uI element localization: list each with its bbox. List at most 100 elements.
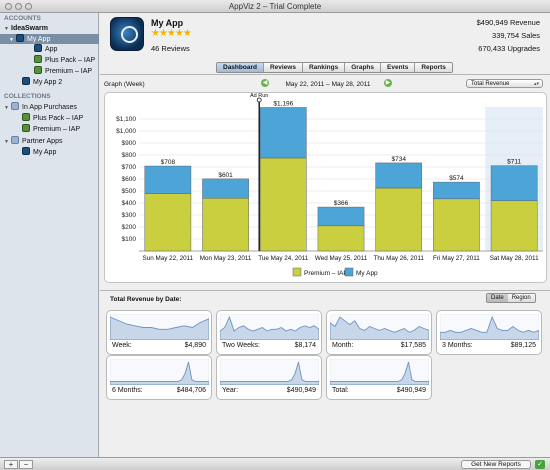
bar-segment-my-app <box>202 178 249 199</box>
bar-segment-premium-iap <box>433 198 480 252</box>
get-new-reports-button[interactable]: Get New Reports <box>461 460 531 469</box>
y-tick-label: $500 <box>122 188 137 195</box>
card-value: $17,585 <box>400 342 426 349</box>
app-icon <box>34 44 42 52</box>
metric-select[interactable]: Total Revenue ▴▾ <box>466 79 543 88</box>
toggle-region[interactable]: Region <box>507 294 535 302</box>
sidebar-item-app[interactable]: App <box>34 44 57 54</box>
bar-segment-premium-iap <box>202 197 249 252</box>
total-card[interactable]: Year: $490,949 <box>216 355 322 400</box>
bar-total-label: $1,196 <box>273 100 293 107</box>
tab-rankings[interactable]: Rankings <box>302 63 346 72</box>
sidebar-item-premium[interactable]: Premium – IAP <box>34 66 92 76</box>
sidebar-account[interactable]: ▼ IdeaSwarm <box>4 25 48 32</box>
total-card[interactable]: 3 Months: $89,125 <box>436 310 542 355</box>
x-tick-label: Fri May 27, 2011 <box>433 255 480 262</box>
card-label: 6 Months: <box>112 387 143 394</box>
card-label: Week: <box>112 342 132 349</box>
y-tick-label: $900 <box>122 140 137 147</box>
y-tick-label: $100 <box>122 236 137 243</box>
sparkline <box>220 314 319 340</box>
card-value: $4,890 <box>184 342 206 349</box>
disclosure-triangle-icon[interactable]: ▼ <box>4 139 9 145</box>
total-card[interactable]: Week: $4,890 <box>106 310 212 355</box>
sidebar-collection-partner-apps[interactable]: ▼ Partner Apps <box>4 136 63 145</box>
close-window-button[interactable] <box>5 3 12 10</box>
disclosure-triangle-icon[interactable]: ▼ <box>9 37 14 43</box>
stat-sales: 339,754 Sales <box>492 31 540 40</box>
card-label: Month: <box>332 342 354 349</box>
sidebar-collection-my-app[interactable]: My App <box>22 147 56 157</box>
review-count: 46 Reviews <box>151 44 190 53</box>
iap-icon <box>22 113 30 121</box>
bar-segment-my-app <box>433 181 480 200</box>
bar-total-label: $708 <box>161 159 176 166</box>
tab-events[interactable]: Events <box>381 63 416 72</box>
toggle-date[interactable]: Date <box>487 294 508 302</box>
checkmark-icon: ✓ <box>535 460 545 469</box>
stat-revenue: $490,949 Revenue <box>476 18 540 27</box>
iap-icon <box>34 55 42 63</box>
sidebar-item-plus-pack[interactable]: Plus Pack – IAP <box>34 55 95 65</box>
card-value: $89,125 <box>510 342 536 349</box>
tab-graphs[interactable]: Graphs <box>345 63 382 72</box>
sparkline <box>110 359 209 385</box>
tab-reports[interactable]: Reports <box>415 63 452 72</box>
y-tick-label: $400 <box>122 200 137 207</box>
date-region-toggle: Date Region <box>486 293 536 303</box>
y-tick-label: $600 <box>122 176 137 183</box>
select-arrows-icon: ▴▾ <box>533 81 539 87</box>
graph-period-label: Graph (Week) <box>104 81 145 88</box>
sparkline <box>110 314 209 340</box>
legend-label: Premium – IAP <box>304 270 348 277</box>
x-tick-label: Thu May 26, 2011 <box>374 255 425 262</box>
previous-week-button[interactable]: ◀ <box>261 79 269 87</box>
legend-label: My App <box>356 270 378 277</box>
sparkline <box>330 359 429 385</box>
tab-dashboard[interactable]: Dashboard <box>217 63 264 72</box>
y-tick-label: $700 <box>122 164 137 171</box>
tab-reviews[interactable]: Reviews <box>263 63 303 72</box>
bar-total-label: $574 <box>449 175 464 182</box>
bar-total-label: $711 <box>507 159 521 166</box>
title-bar: AppViz 2 – Trial Complete <box>0 0 550 13</box>
bar-segment-premium-iap <box>375 187 423 252</box>
sparkline <box>330 314 429 340</box>
disclosure-triangle-icon[interactable]: ▼ <box>4 105 9 111</box>
date-range: May 22, 2011 – May 28, 2011 <box>285 81 371 88</box>
bar-segment-premium-iap <box>317 225 365 252</box>
minimize-window-button[interactable] <box>15 3 22 10</box>
sidebar-item-my-app-2[interactable]: My App 2 <box>22 77 62 87</box>
accounts-header: ACCOUNTS <box>4 15 41 22</box>
app-icon <box>22 147 30 155</box>
add-button[interactable]: + <box>4 460 18 469</box>
next-week-button[interactable]: ▶ <box>384 79 392 87</box>
x-tick-label: Wed May 25, 2011 <box>315 255 368 262</box>
remove-button[interactable]: − <box>19 460 33 469</box>
collections-header: COLLECTIONS <box>4 93 51 100</box>
sidebar-collection-in-app-purchases[interactable]: ▼ In App Purchases <box>4 102 77 111</box>
total-card[interactable]: Month: $17,585 <box>326 310 432 355</box>
total-card[interactable]: Total: $490,949 <box>326 355 432 400</box>
total-card[interactable]: Two Weeks: $8,174 <box>216 310 322 355</box>
disclosure-triangle-icon[interactable]: ▼ <box>4 26 9 32</box>
x-tick-label: Tue May 24, 2011 <box>258 255 309 262</box>
bar-total-label: $601 <box>218 172 233 179</box>
zoom-window-button[interactable] <box>25 3 32 10</box>
x-tick-label: Sat May 28, 2011 <box>490 255 539 262</box>
legend-swatch <box>344 267 354 277</box>
app-icon <box>16 34 24 42</box>
card-value: $490,949 <box>286 387 316 394</box>
total-card[interactable]: 6 Months: $484,706 <box>106 355 212 400</box>
bar-segment-my-app <box>490 165 538 201</box>
stat-upgrades: 670,433 Upgrades <box>478 44 540 53</box>
card-value: $484,706 <box>176 387 206 394</box>
sidebar-collection-plus-pack[interactable]: Plus Pack – IAP <box>22 113 83 123</box>
iap-icon <box>34 66 42 74</box>
card-label: Total: <box>332 387 349 394</box>
card-label: Year: <box>222 387 239 394</box>
sidebar-collection-premium[interactable]: Premium – IAP <box>22 124 80 134</box>
totals-section-title: Total Revenue by Date: <box>110 296 182 303</box>
sparkline <box>440 314 539 340</box>
sidebar-item-my-app[interactable]: ▼ My App <box>0 34 99 44</box>
